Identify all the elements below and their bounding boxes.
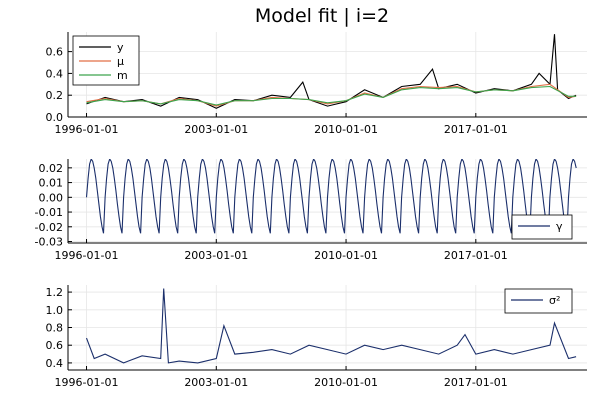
x-tick-label: 1996-01-01 (55, 376, 119, 389)
y-tick-label: 0.01 (39, 177, 64, 190)
x-tick-label: 2010-01-01 (314, 123, 378, 136)
legend: yμm (72, 35, 140, 86)
y-tick-label: -0.03 (35, 236, 63, 249)
x-tick-label: 2017-01-01 (444, 376, 508, 389)
chart-panel-3: 1996-01-01 2003-01-01 2010-01-01 2017-01-01… (46, 285, 587, 389)
x-tick-label: 2010-01-01 (314, 376, 378, 389)
y-tick-label: 0.6 (46, 339, 64, 352)
legend-label: γ (556, 220, 563, 233)
x-tick-label: 1996-01-01 (55, 249, 119, 262)
legend-label: μ (117, 55, 124, 68)
legend-box (504, 288, 573, 314)
y-tick-label: -0.02 (35, 221, 63, 234)
y-tick-label: -0.01 (35, 206, 63, 219)
y-tick-label: 0.00 (39, 191, 64, 204)
series-line-m (86, 85, 577, 106)
chart-panel-2: 1996-01-01 2003-01-01 2010-01-01 2017-01-01… (35, 159, 587, 262)
legend-label: σ² (549, 294, 560, 307)
legend-label: m (117, 69, 128, 82)
x-tick-label: 2010-01-01 (314, 249, 378, 262)
x-tick-label: 2003-01-01 (184, 376, 248, 389)
figure-title: Model fit | i=2 (255, 5, 389, 27)
y-tick-label: 0.6 (46, 46, 64, 59)
y-tick-label: 0.02 (39, 162, 64, 175)
x-tick-label: 2003-01-01 (184, 123, 248, 136)
y-tick-label: 0.2 (46, 89, 64, 102)
legend-label: y (117, 41, 124, 54)
x-tick-label: 2017-01-01 (444, 123, 508, 136)
y-tick-label: 1.2 (46, 286, 64, 299)
series-line-y (86, 34, 577, 109)
x-tick-label: 1996-01-01 (55, 123, 119, 136)
y-tick-label: 0.8 (46, 322, 64, 335)
y-tick-label: 0.4 (46, 67, 64, 80)
legend: σ² (504, 288, 573, 314)
y-tick-label: 1.0 (46, 304, 64, 317)
series-line-γ (85, 159, 577, 234)
y-tick-label: 0.0 (46, 111, 64, 124)
x-tick-label: 2017-01-01 (444, 249, 508, 262)
x-tick-label: 2003-01-01 (184, 249, 248, 262)
chart-panel-1: 1996-01-01 2003-01-01 2010-01-01 2017-01-01… (46, 32, 587, 136)
legend-box (511, 214, 573, 240)
y-tick-label: 0.4 (46, 357, 64, 370)
legend: γ (511, 214, 573, 240)
series-line-σ² (85, 288, 577, 364)
charts-root: 1996-01-01 2003-01-01 2010-01-01 2017-01-01… (35, 32, 587, 389)
